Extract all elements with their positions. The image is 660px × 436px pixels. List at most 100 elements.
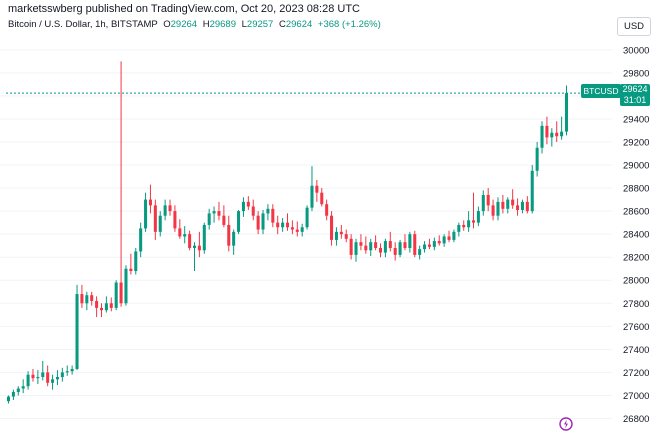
candle-body [550, 132, 554, 138]
candle-body [41, 372, 45, 378]
candle-body [55, 377, 59, 380]
candle-body [530, 170, 534, 212]
chart-grid [0, 49, 612, 419]
candle-body [153, 205, 157, 232]
candle-body [383, 241, 387, 253]
candle-body [144, 199, 148, 229]
candle-body [564, 93, 569, 132]
candle-body [276, 222, 280, 228]
candle-body [261, 213, 265, 230]
candle-body [364, 245, 368, 251]
candle-body [95, 300, 99, 308]
publisher-bar: marketsswberg published on TradingView.c… [0, 0, 660, 16]
candle-body [545, 125, 549, 138]
candle-body [403, 242, 407, 248]
candles [6, 61, 569, 404]
candle-body [173, 211, 177, 229]
candle-body [251, 206, 255, 216]
candle-body [501, 201, 505, 209]
candle-body [486, 194, 490, 206]
candle-body [148, 199, 152, 206]
candle-body [124, 268, 128, 304]
candle-body [11, 391, 15, 397]
candle-body [114, 282, 118, 308]
legend: Bitcoin / U.S. Dollar, 1h, BITSTAMP O292… [8, 19, 381, 30]
last-price-value: 29624 [622, 84, 648, 94]
y-tick-label: 27000 [623, 391, 649, 402]
candle-body [325, 204, 329, 216]
candle-body [300, 227, 304, 232]
candle-body [305, 207, 309, 228]
candle-body [16, 388, 20, 392]
candle-body [334, 231, 338, 240]
y-tick-label: 29400 [623, 114, 649, 125]
candle-body [540, 125, 544, 148]
candle-body [202, 224, 206, 251]
candle-body [437, 241, 441, 244]
bar-countdown: 31:01 [623, 95, 647, 105]
candle-body [188, 234, 192, 248]
candle-body [295, 229, 299, 232]
candle-body [491, 205, 495, 216]
y-tick-label: 28800 [623, 184, 649, 195]
candle-body [281, 222, 285, 228]
candle-body [139, 228, 143, 252]
candle-body [51, 379, 55, 383]
candle-body [393, 247, 397, 255]
candle-body [36, 377, 40, 379]
candle-body [427, 244, 431, 247]
candle-body [457, 224, 461, 232]
candle-body [60, 372, 64, 378]
candle-body [525, 201, 529, 212]
candle-body [241, 201, 245, 212]
candle-body [354, 242, 358, 255]
y-tick-label: 30000 [623, 45, 649, 56]
candle-body [109, 303, 113, 308]
candle-body [227, 224, 231, 246]
candle-body [310, 185, 314, 208]
candle-body [423, 244, 427, 250]
y-tick-label: 27800 [623, 299, 649, 310]
ticker-badge: BTCUSD [581, 84, 621, 98]
candle-body [398, 242, 402, 255]
candle-body [378, 247, 383, 253]
candle-body [432, 241, 436, 247]
last-price-label: 29624 31:01 [620, 84, 650, 106]
candle-body [217, 211, 221, 216]
candle-body [467, 220, 471, 228]
candle-body [511, 199, 515, 206]
candle-body [369, 242, 373, 251]
high-value: 29689 [209, 19, 236, 30]
y-tick-label: 28000 [623, 276, 649, 287]
candle-body [374, 242, 378, 248]
candle-body [207, 213, 211, 225]
candle-body [168, 205, 172, 212]
candle-body [285, 222, 290, 228]
candle-body [560, 131, 564, 137]
currency-button[interactable]: USD [617, 17, 651, 36]
candle-body [183, 234, 187, 237]
candle-body [320, 192, 324, 205]
candle-body [232, 231, 236, 246]
candle-body [119, 282, 123, 304]
candle-body [80, 294, 84, 304]
y-tick-label: 29800 [623, 68, 649, 79]
candle-body [330, 215, 334, 240]
y-tick-label: 28600 [623, 207, 649, 218]
candle-body [212, 211, 216, 214]
candle-body [26, 374, 30, 387]
publisher-text: marketsswberg published on TradingView.c… [8, 3, 360, 15]
candle-body [413, 234, 417, 255]
candle-body [359, 242, 363, 246]
candle-body [85, 295, 89, 304]
candle-body [442, 236, 446, 244]
candle-body [266, 208, 270, 214]
candle-body [6, 396, 11, 402]
candle-body [447, 236, 451, 240]
candle-body [197, 245, 201, 251]
candle-body [506, 199, 510, 209]
candle-body [516, 205, 520, 210]
candle-body [290, 227, 294, 230]
candle-body [246, 201, 250, 207]
